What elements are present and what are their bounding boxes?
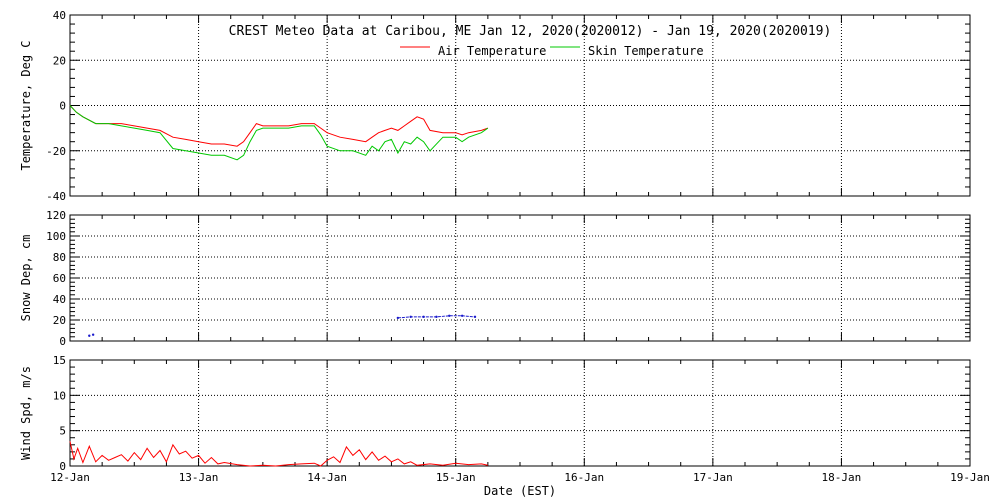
series-line-wind-speed: [69, 441, 489, 467]
series-line-air-temperature: [69, 105, 489, 147]
y-tick-label: 10: [53, 389, 66, 402]
y-axis-label: Temperature, Deg C: [19, 40, 33, 170]
y-tick-label: 60: [53, 272, 66, 285]
y-tick-label: 0: [59, 335, 66, 348]
series-line-skin-temperature: [69, 105, 489, 161]
y-tick-label: 15: [53, 354, 66, 367]
y-axis-label: Snow Dep, cm: [19, 235, 33, 322]
y-tick-label: 40: [53, 293, 66, 306]
panel-1: 0 20 40 60 80 100 120 Snow Dep, cm: [19, 209, 971, 348]
snow-depth-point: [91, 333, 95, 336]
snow-depth-point: [396, 316, 400, 320]
x-tick-label: 18-Jan: [822, 471, 862, 484]
y-tick-label: 0: [59, 100, 66, 113]
y-tick-label: 20: [53, 54, 66, 67]
panel-0: -40 -20 0 20 40 Temperature, Deg C Air Tempera…: [19, 9, 971, 203]
y-tick-label: 120: [46, 209, 66, 222]
x-tick-label: 14-Jan: [307, 471, 347, 484]
x-tick-label: 13-Jan: [179, 471, 219, 484]
x-tick-label: 12-Jan: [50, 471, 90, 484]
x-axis-label: Date (EST): [484, 484, 556, 498]
plot-frame: [69, 214, 971, 342]
y-axis-label: Wind Spd, m/s: [19, 366, 33, 460]
y-tick-label: 20: [53, 314, 66, 327]
panel-2: 0 5 10 15 Wind Spd, m/s 12-Jan 13-Jan 14-Jan 15-…: [19, 354, 990, 484]
x-tick-label: 15-Jan: [436, 471, 476, 484]
snow-depth-point: [88, 334, 91, 337]
y-tick-label: -40: [46, 190, 66, 203]
legend-label: Skin Temperature: [588, 44, 704, 58]
snow-depth-line: [397, 315, 476, 319]
y-tick-label: -20: [46, 145, 66, 158]
y-tick-label: 5: [59, 425, 66, 438]
x-tick-label: 16-Jan: [564, 471, 604, 484]
chart-title: CREST Meteo Data at Caribou, ME Jan 12, …: [229, 24, 832, 39]
y-tick-label: 40: [53, 9, 66, 22]
x-tick-label: 17-Jan: [693, 471, 733, 484]
y-tick-label: 0: [59, 460, 66, 473]
snow-depth-point: [448, 314, 451, 317]
y-tick-label: 100: [46, 230, 66, 243]
y-tick-label: 80: [53, 251, 66, 264]
legend-label: Air Temperature: [438, 44, 546, 58]
panels: -40 -20 0 20 40 Temperature, Deg C Air Tempera…: [19, 9, 990, 484]
x-tick-label: 19-Jan: [950, 471, 990, 484]
plot-frame: [69, 359, 971, 467]
